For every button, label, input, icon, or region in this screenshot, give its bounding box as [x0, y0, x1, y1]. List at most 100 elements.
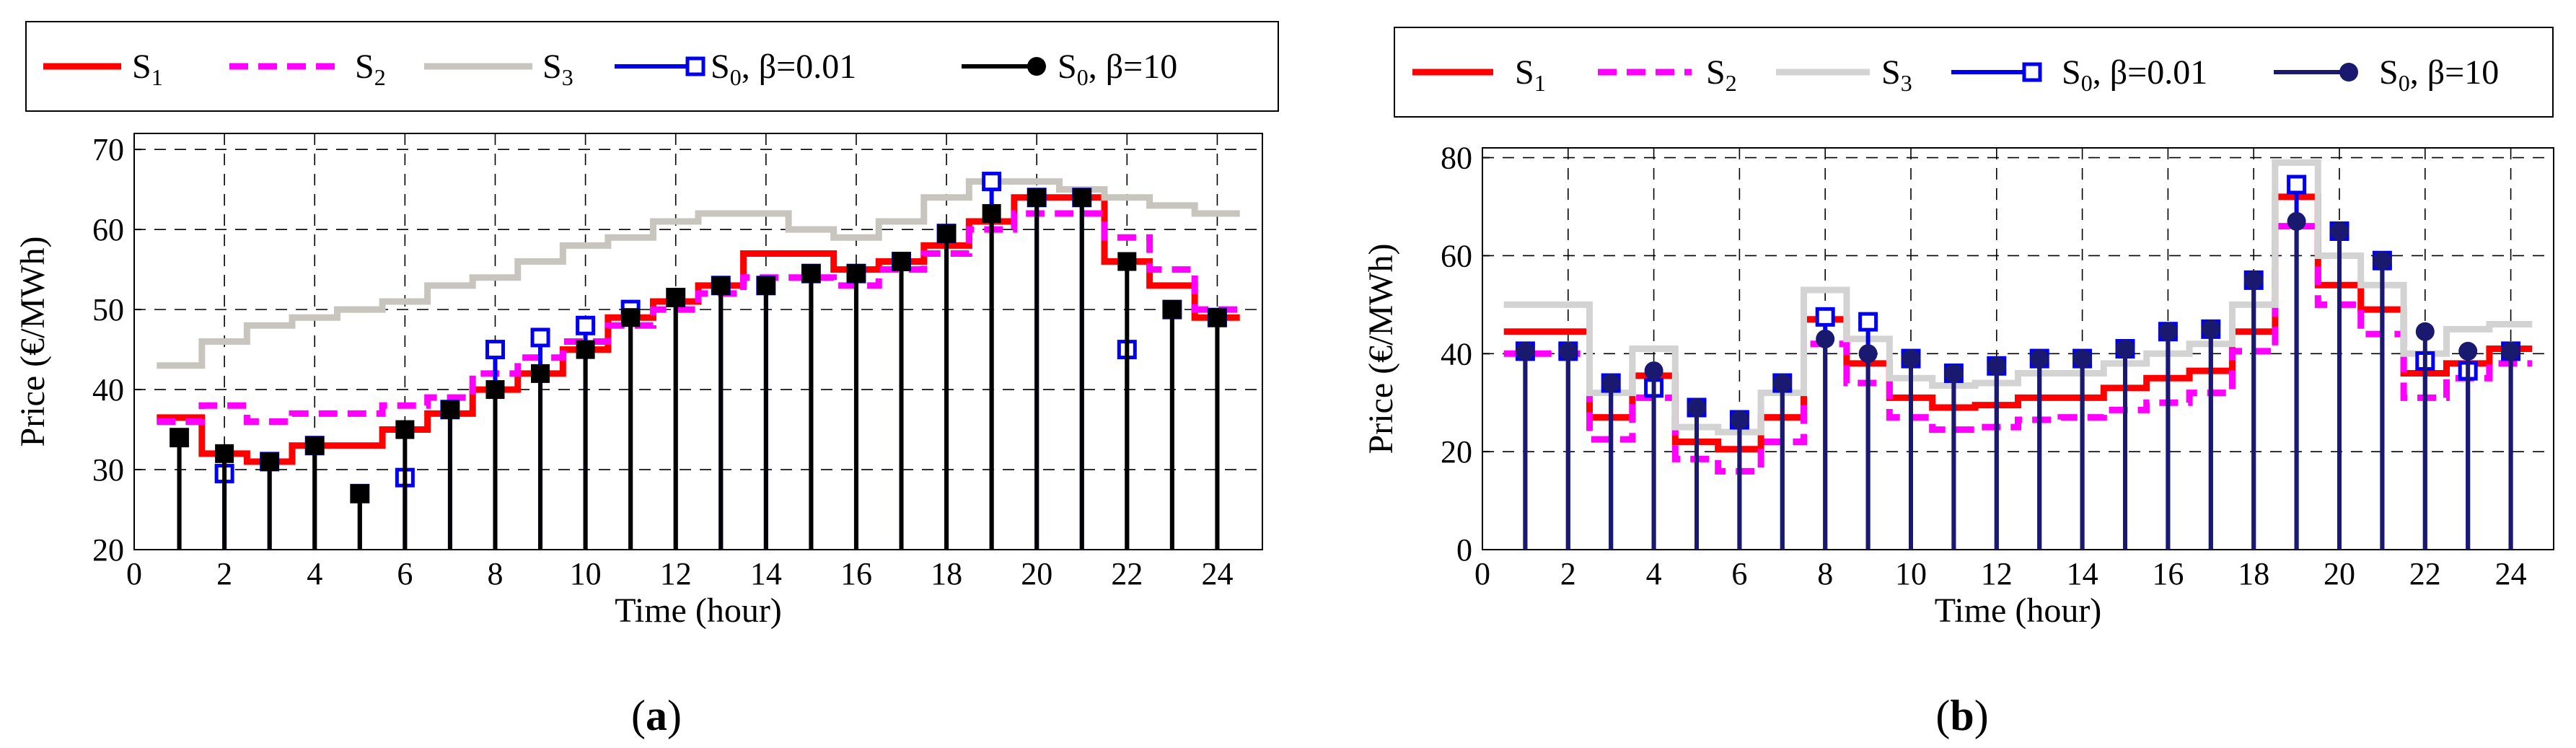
stem-marker-filled-circle — [1944, 364, 1964, 383]
stem-marker-filled-square — [576, 340, 595, 359]
stem-marker-filled-circle — [1772, 374, 1792, 393]
x-tick-label: 4 — [1646, 556, 1662, 591]
step-line — [157, 210, 1240, 425]
stem-marker-filled-circle — [2201, 320, 2220, 339]
series-s2 — [1503, 223, 2533, 475]
x-tick-label: 16 — [840, 556, 872, 591]
x-tick-label: 10 — [1895, 556, 1927, 591]
legend-label: S3 — [1881, 53, 1912, 96]
y-axis-label: Price (€/MWh) — [14, 237, 52, 447]
stem-marker-filled-square — [666, 288, 685, 307]
y-tick-label: 50 — [92, 292, 124, 327]
legend-swatch-marker — [1027, 57, 1046, 76]
x-tick-label: 4 — [307, 556, 322, 591]
stem-marker-filled-square — [395, 420, 415, 439]
legend-swatch-marker — [2339, 63, 2358, 82]
stem-marker-filled-circle — [1730, 410, 1749, 429]
series-s0-10 — [170, 188, 1227, 550]
step-line — [1503, 223, 2533, 475]
stem-marker-filled-square — [1162, 300, 1182, 320]
x-tick-label: 20 — [1021, 556, 1052, 591]
x-tick-label: 10 — [570, 556, 602, 591]
stem-marker-filled-square — [801, 264, 821, 283]
y-tick-label: 80 — [1441, 141, 1472, 176]
legend-item: S2 — [1598, 53, 1737, 96]
series-s0-0-01 — [1515, 175, 2521, 550]
legend-label: S0, β=10 — [1058, 48, 1177, 90]
step-line — [1503, 193, 2533, 453]
x-tick-label: 12 — [1981, 556, 2013, 591]
stem-marker-filled-square — [756, 276, 775, 295]
legend-item: S0, β=0.01 — [615, 48, 856, 90]
x-tick-label: 18 — [2238, 556, 2269, 591]
stem-marker-filled-circle — [1816, 329, 1835, 348]
y-tick-label: 20 — [92, 532, 124, 568]
stem-marker-open-square — [982, 172, 1002, 192]
legend-item: S0, β=10 — [2274, 53, 2499, 96]
stem-marker-filled-circle — [2287, 211, 2306, 231]
stem-marker-filled-square — [1117, 252, 1137, 271]
stem-marker-filled-square — [621, 308, 641, 327]
y-tick-label: 40 — [1441, 336, 1472, 371]
x-tick-label: 14 — [750, 556, 782, 591]
stem-marker-filled-circle — [1644, 361, 1663, 381]
stem-marker-open-square — [2287, 175, 2307, 195]
y-tick-label: 30 — [92, 452, 124, 488]
stem-marker-filled-square — [260, 452, 279, 471]
panel-label: (a) — [631, 692, 682, 739]
stem-marker-filled-square — [711, 276, 731, 295]
legend-swatch-marker — [2022, 62, 2042, 82]
stem-marker-open-square — [530, 327, 550, 348]
legend-label: S1 — [1515, 53, 1546, 96]
legend-label: S2 — [355, 48, 386, 90]
legend-label: S0, β=0.01 — [2062, 53, 2207, 96]
legend-swatch-marker — [685, 56, 705, 76]
stem-marker-filled-circle — [1687, 398, 1706, 418]
stem-marker-open-square — [576, 315, 596, 335]
stem-marker-filled-circle — [2072, 349, 2092, 369]
x-tick-label: 2 — [216, 556, 232, 591]
x-tick-label: 12 — [660, 556, 692, 591]
x-tick-label: 0 — [1474, 556, 1490, 591]
legend-item: S0, β=0.01 — [1951, 53, 2207, 96]
stem-marker-filled-circle — [2158, 322, 2178, 341]
x-tick-label: 24 — [1201, 556, 1233, 591]
plot-area-frame — [1482, 147, 2554, 550]
legend: S1 S2 S3 S0, β=0.01 S0, β=10 — [25, 21, 1279, 112]
stem-marker-open-square — [1815, 307, 1835, 327]
legend-label: S0, β=10 — [2379, 53, 2499, 96]
stem-marker-filled-square — [1027, 188, 1047, 207]
stem-marker-filled-square — [846, 264, 866, 283]
stem-marker-filled-circle — [1558, 341, 1578, 361]
x-tick-label: 24 — [2495, 556, 2527, 591]
x-tick-label: 14 — [2067, 556, 2098, 591]
y-tick-label: 60 — [92, 212, 124, 247]
series-s2 — [157, 210, 1240, 425]
x-tick-label: 8 — [487, 556, 503, 591]
stem-marker-filled-circle — [1601, 374, 1621, 393]
y-tick-label: 0 — [1456, 532, 1472, 568]
legend-item: S1 — [1412, 53, 1546, 96]
stem-marker-filled-square — [305, 436, 325, 455]
y-tick-label: 40 — [92, 372, 124, 408]
stem-marker-filled-circle — [2458, 341, 2478, 361]
plot-area-frame — [133, 133, 1263, 550]
legend-item: S2 — [229, 48, 386, 90]
y-tick-label: 70 — [92, 132, 124, 167]
step-line — [157, 178, 1240, 369]
stem-marker-filled-square — [170, 428, 189, 447]
legend: S1 S2 S3 S0, β=0.01 S0, β=10 — [1394, 27, 2554, 118]
y-axis-label: Price (€/MWh) — [1362, 244, 1400, 454]
stem-marker-filled-square — [1208, 308, 1227, 327]
stem-marker-filled-square — [937, 224, 957, 243]
legend-label: S2 — [1706, 53, 1737, 96]
x-tick-label: 22 — [1111, 556, 1143, 591]
x-tick-label: 8 — [1817, 556, 1833, 591]
legend-item: S3 — [424, 48, 573, 90]
x-tick-label: 6 — [1731, 556, 1747, 591]
panel-label: (b) — [1935, 692, 1988, 739]
legend-item: S3 — [1776, 53, 1912, 96]
stem-marker-filled-square — [892, 252, 911, 271]
